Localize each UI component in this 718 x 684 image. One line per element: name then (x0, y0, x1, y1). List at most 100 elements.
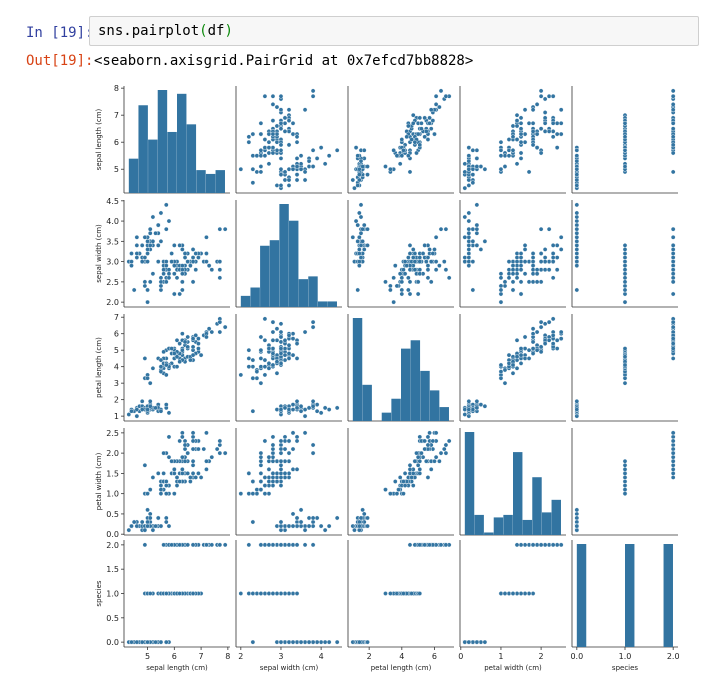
histogram-bar (503, 514, 513, 535)
scatter-point (270, 591, 276, 596)
code-text[interactable]: sns.pairplot(df) (98, 22, 233, 40)
histogram-bar (522, 519, 533, 535)
scatter-point (506, 361, 512, 366)
scatter-point (546, 267, 552, 273)
scatter-point (310, 515, 316, 521)
scatter-point (546, 93, 552, 99)
scatter-point (270, 118, 276, 123)
scatter-point (383, 164, 388, 169)
code-cell[interactable]: sns.pairplot(df) (89, 16, 699, 46)
y-tick-label: 3.0 (106, 258, 119, 267)
scatter-point (510, 259, 516, 264)
scatter-point (574, 177, 580, 183)
scatter-point (294, 523, 300, 529)
x-tick-label: 0.0 (570, 652, 583, 661)
scatter-point (250, 479, 256, 484)
scatter-point (163, 362, 169, 368)
scatter-point (522, 243, 528, 248)
scatter-point (193, 333, 199, 338)
scatter-point (574, 183, 580, 188)
scatter-point (180, 247, 185, 252)
scatter-point (278, 591, 284, 596)
scatter-point (190, 438, 196, 444)
scatter-point (282, 352, 288, 358)
scatter-point (462, 234, 468, 240)
x-tick-label: 1.0 (619, 652, 632, 661)
scatter-point (158, 491, 164, 496)
scatter-point (286, 351, 292, 356)
scatter-point (554, 346, 560, 351)
scatter-point (502, 283, 508, 289)
scatter-point (161, 267, 166, 273)
scatter-point (310, 93, 316, 99)
scatter-point (158, 523, 164, 529)
scatter-point (574, 519, 580, 525)
scatter-point (310, 148, 316, 153)
scatter-point (466, 145, 472, 150)
scatter-point (522, 334, 528, 340)
scatter-point (318, 410, 324, 416)
scatter-point (153, 639, 158, 645)
x-tick-label: 7 (199, 652, 204, 661)
scatter-point (158, 275, 164, 281)
scatter-point (428, 259, 434, 264)
y-tick-label: 2.0 (106, 298, 119, 307)
scatter-point (514, 255, 520, 260)
scatter-point (542, 267, 548, 273)
scatter-point (534, 102, 540, 107)
scatter-point (538, 126, 544, 131)
scatter-point (258, 153, 264, 159)
scatter-point (188, 263, 193, 268)
x-tick-label: 4 (319, 652, 324, 661)
scatter-point (274, 123, 280, 129)
scatter-point (514, 137, 520, 142)
scatter-point (161, 542, 166, 548)
scatter-point (158, 210, 164, 216)
scatter-point (217, 226, 223, 232)
scatter-point (258, 120, 264, 126)
scatter-point (502, 380, 508, 386)
scatter-point (282, 471, 288, 476)
scatter-point (466, 407, 472, 412)
scatter-point (294, 177, 300, 183)
scatter-point (550, 259, 556, 264)
y-tick-label: 0.0 (106, 638, 119, 647)
scatter-point (530, 255, 536, 260)
scatter-point (266, 479, 272, 484)
scatter-point (302, 639, 308, 645)
scatter-point (474, 226, 480, 232)
y-tick-label: 2 (114, 396, 119, 405)
scatter-point (250, 408, 256, 414)
scatter-point (522, 591, 528, 596)
y-tick-label: 1.5 (106, 469, 119, 478)
scatter-point (318, 523, 324, 529)
scatter-point (433, 93, 439, 99)
scatter-point (310, 442, 316, 448)
scatter-point (310, 88, 316, 94)
scatter-point (150, 214, 156, 220)
scatter-point (145, 239, 150, 244)
scatter-point (326, 639, 332, 645)
scatter-point (322, 527, 328, 533)
scatter-point (185, 334, 191, 340)
scatter-point (574, 226, 580, 232)
scatter-point (670, 346, 676, 351)
histogram-bar (513, 452, 523, 535)
scatter-point (290, 639, 296, 645)
scatter-point (177, 341, 182, 346)
scatter-point (174, 475, 180, 480)
scatter-point (294, 438, 300, 444)
scatter-point (185, 344, 191, 350)
scatter-point (258, 380, 264, 386)
scatter-point (142, 283, 148, 289)
scatter-point (425, 137, 431, 142)
scatter-point (558, 234, 564, 240)
scatter-point (266, 542, 272, 548)
scatter-point (139, 407, 145, 412)
scatter-point (622, 467, 628, 472)
scatter-point (397, 475, 403, 480)
scatter-point (274, 523, 280, 529)
scatter-point (258, 450, 264, 456)
scatter-point (270, 362, 276, 368)
scatter-point (622, 354, 628, 360)
